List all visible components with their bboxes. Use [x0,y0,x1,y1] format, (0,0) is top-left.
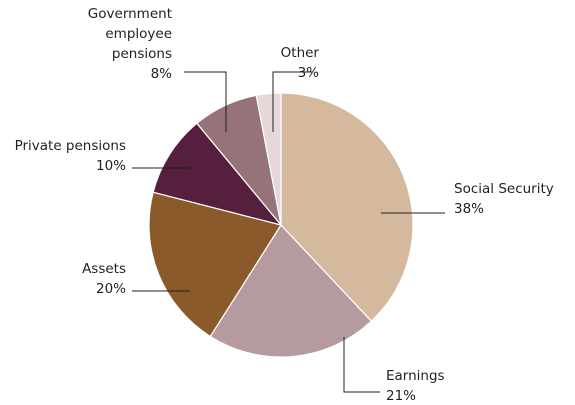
slice-label-earnings: Earnings 21% [386,368,445,404]
slice-value-label: 3% [298,65,320,81]
pie-slices [148,92,414,358]
slice-value-label: 21% [386,388,416,404]
leader-lines [132,71,445,393]
leader-line-earnings [343,337,380,393]
slice-name-label: Private pensions [15,138,126,154]
pie-slice-social-security [280,92,414,323]
slice-name-label: Assets [82,261,126,277]
slice-value-label: 10% [96,158,126,174]
leader-line-government-employee-pensions [184,71,227,132]
slice-name-label: employee [105,26,172,42]
pie-slice-earnings [209,224,373,358]
slice-label-private-pensions: Private pensions 10% [15,138,127,174]
slice-name-label: Other [281,45,320,61]
pie-slice-other [255,92,282,226]
leader-line-other [272,71,313,132]
slice-label-assets: Assets 20% [82,261,126,297]
slice-label-other: Other 3% [281,45,320,81]
slice-label-social-security: Social Security 38% [454,181,554,217]
pie-slice-assets [148,191,282,338]
pie-slice-private-pensions [152,122,283,227]
slice-label-government-employee-pensions: Government employee pensions 8% [88,6,172,82]
slice-name-label: Government [88,6,172,22]
slice-labels: Social Security 38% Earnings 21% Assets 20% Pr… [15,6,554,404]
slice-name-label: Earnings [386,368,445,384]
slice-value-label: 8% [151,66,173,82]
slice-name-label: Social Security [454,181,554,197]
slice-name-label: pensions [112,46,172,62]
slice-value-label: 20% [96,281,126,297]
slice-value-label: 38% [454,201,484,217]
